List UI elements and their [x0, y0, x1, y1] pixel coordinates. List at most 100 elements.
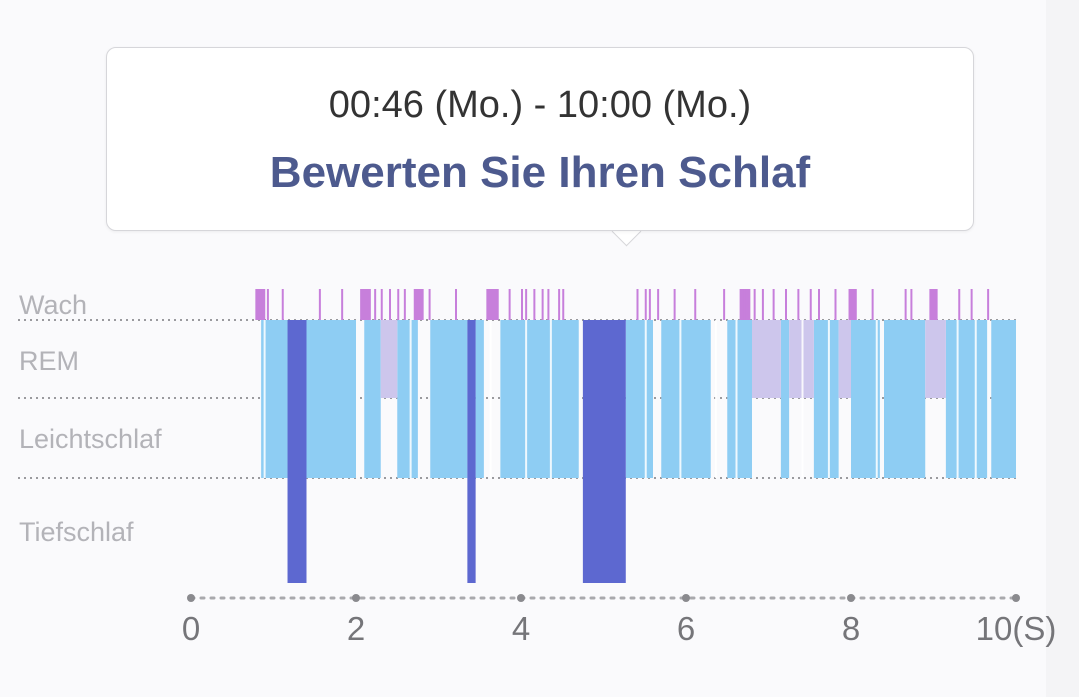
- wake-line: [753, 289, 756, 320]
- sleep-time-range: 00:46 (Mo.) - 10:00 (Mo.): [328, 84, 752, 126]
- light-sleep-bar: [397, 320, 418, 478]
- light-sleep-bar: [780, 320, 790, 478]
- wake-line: [558, 289, 561, 320]
- stage-label-leichtschlaf: Leichtschlaf: [19, 424, 162, 454]
- wake-line: [636, 289, 639, 320]
- wake-line: [525, 289, 528, 320]
- deep-sleep-bar: [287, 320, 307, 583]
- stage-transition-line: [263, 320, 266, 478]
- x-tick-label: 0: [182, 610, 200, 647]
- wake-line: [785, 289, 787, 320]
- wake-line: [281, 289, 284, 320]
- deep-sleep-bar: [582, 320, 626, 583]
- x-axis-tick: [187, 594, 195, 602]
- wake-line: [374, 289, 377, 320]
- wake-line: [809, 289, 812, 320]
- wake-line: [723, 289, 726, 320]
- wake-line: [871, 289, 874, 320]
- light-sleep-bar: [851, 320, 880, 478]
- wake-line: [904, 289, 907, 320]
- light-sleep-bar: [475, 320, 484, 478]
- x-tick-label: 10(S): [976, 610, 1057, 647]
- stage-transition-line: [714, 320, 717, 478]
- x-tick-label: 8: [842, 610, 860, 647]
- wake-bar: [486, 289, 499, 320]
- wake-line: [694, 289, 697, 320]
- sleep-session-tooltip[interactable]: 00:46 (Mo.) - 10:00 (Mo.) Bewerten Sie I…: [106, 47, 974, 231]
- stage-label-rem: REM: [19, 346, 79, 376]
- deep-sleep-bar: [467, 320, 476, 583]
- light-sleep-bar: [364, 320, 381, 478]
- stage-transition-line: [549, 320, 552, 478]
- x-axis-tick: [847, 594, 855, 602]
- light-sleep-bar: [430, 320, 468, 478]
- stage-label-wach: Wach: [19, 290, 87, 320]
- stage-transition-line: [679, 320, 682, 478]
- light-sleep-bar: [661, 320, 711, 478]
- wake-line: [958, 289, 961, 320]
- x-tick-labels: 0 2 4 6 8 10(S): [182, 610, 1057, 647]
- wake-line: [657, 289, 660, 320]
- wake-bar: [255, 289, 266, 320]
- wake-line: [644, 289, 647, 320]
- stage-transition-line: [489, 320, 492, 478]
- stage-transition-line: [409, 320, 412, 478]
- rem-sleep-bar: [752, 320, 781, 398]
- wake-line: [541, 289, 544, 320]
- rem-sleep-bar: [380, 320, 398, 398]
- wake-bar: [929, 289, 938, 320]
- wake-line: [318, 289, 321, 320]
- wake-line: [428, 289, 431, 320]
- wake-bar: [360, 289, 371, 320]
- wake-bar: [413, 289, 424, 320]
- rem-sleep-bar: [925, 320, 946, 398]
- wake-line: [970, 289, 973, 320]
- stage-transition-line: [801, 320, 804, 478]
- stage-transition-line: [974, 320, 977, 478]
- stage-transition-line: [827, 320, 830, 478]
- wake-line: [772, 289, 775, 320]
- stage-label-tiefschlaf: Tiefschlaf: [19, 517, 134, 547]
- x-axis-tick: [517, 594, 525, 602]
- stage-transition-line: [644, 320, 647, 478]
- wake-line: [547, 289, 550, 320]
- rate-sleep-link[interactable]: Bewerten Sie Ihren Schlaf: [269, 148, 811, 197]
- wake-line: [521, 289, 523, 320]
- light-sleep-bar: [500, 320, 579, 478]
- wake-line: [389, 289, 391, 320]
- light-sleep-bar: [813, 320, 839, 478]
- wake-line: [266, 289, 269, 320]
- wake-line: [797, 289, 800, 320]
- wake-line: [743, 289, 746, 320]
- rem-sleep-bar: [838, 320, 851, 398]
- stage-transition-line: [956, 320, 959, 478]
- wake-line: [562, 289, 565, 320]
- wake-line: [818, 289, 820, 320]
- x-axis: [187, 594, 1020, 602]
- wake-bar: [848, 289, 857, 320]
- light-sleep-bar: [625, 320, 653, 478]
- stage-bars: [255, 289, 1016, 583]
- wake-line: [533, 289, 536, 320]
- wake-line: [648, 289, 651, 320]
- x-axis-tick: [352, 594, 360, 602]
- wake-line: [397, 289, 400, 320]
- light-sleep-bar: [306, 320, 356, 478]
- x-tick-label: 6: [677, 610, 695, 647]
- wake-line: [761, 289, 764, 320]
- light-sleep-bar: [884, 320, 926, 478]
- stage-transition-line: [735, 320, 738, 478]
- light-sleep-bar: [945, 320, 988, 478]
- stage-labels: Wach REM Leichtschlaf Tiefschlaf: [19, 290, 162, 547]
- stage-transition-line: [525, 320, 528, 478]
- wake-line: [834, 289, 837, 320]
- x-axis-tick: [682, 594, 690, 602]
- wake-line: [341, 289, 344, 320]
- x-tick-label: 4: [512, 610, 530, 647]
- x-tick-label: 2: [347, 610, 365, 647]
- wake-line: [403, 289, 406, 320]
- wake-line: [508, 289, 511, 320]
- light-sleep-bar: [991, 320, 1016, 478]
- wake-line: [380, 289, 383, 320]
